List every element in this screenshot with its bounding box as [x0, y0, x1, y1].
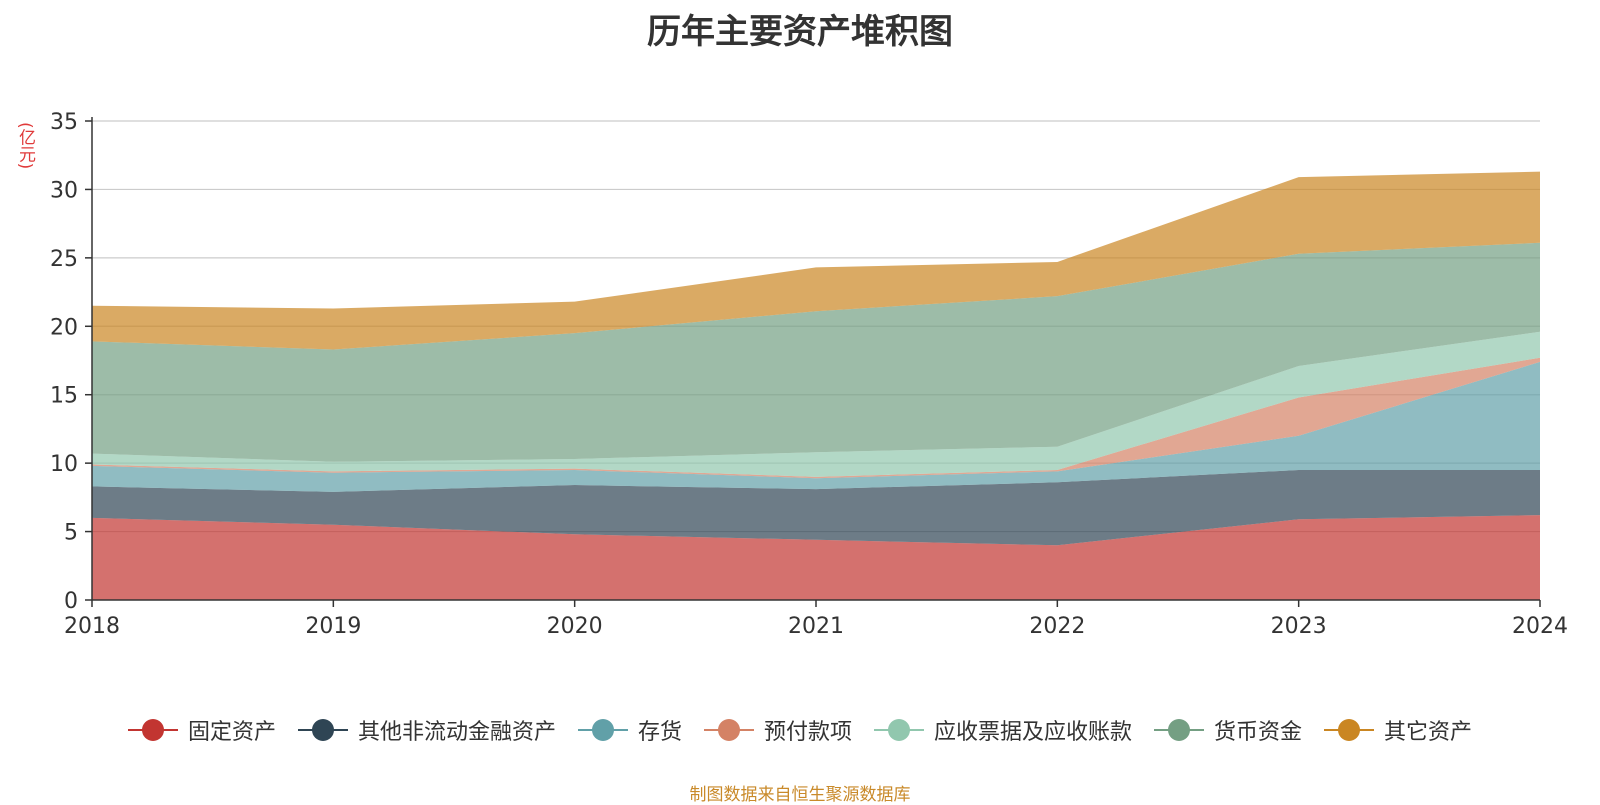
legend-item[interactable]: 其他非流动金融资产: [297, 714, 556, 746]
x-tick-label: 2021: [788, 614, 844, 639]
y-tick-label: 0: [64, 589, 78, 614]
x-tick-label: 2019: [305, 614, 361, 639]
y-tick-label: 25: [50, 247, 78, 272]
y-tick-label: 35: [50, 110, 78, 135]
area-series-1: [92, 515, 1540, 600]
chart-title: 历年主要资产堆积图: [647, 12, 953, 52]
legend-marker-icon: [297, 717, 348, 743]
y-tick-label: 5: [64, 521, 78, 546]
area-series-4: [92, 357, 1540, 479]
x-tick-label: 2020: [547, 614, 603, 639]
legend-marker-icon: [874, 717, 924, 743]
legend-label: 应收票据及应收账款: [934, 720, 1133, 745]
x-tick-label: 2024: [1512, 614, 1568, 639]
area-series-2: [92, 469, 1540, 546]
legend-label: 存货: [637, 720, 682, 745]
source-note: 制图数据来自恒生聚源数据库: [689, 785, 911, 805]
y-tick-label: 10: [50, 452, 78, 477]
legend-label: 其它资产: [1384, 720, 1473, 745]
legend-marker-icon: [127, 717, 178, 743]
area-series-6: [92, 242, 1540, 462]
legend-item[interactable]: 固定资产: [127, 714, 276, 746]
y-axis-unit: (亿元): [15, 122, 35, 170]
axes: 0 5 10 15 20 25 30 35 2018 2019 2020 2021 2022 2023 20…: [50, 110, 1568, 639]
legend-marker-icon: [1324, 717, 1375, 743]
y-tick-label: 30: [50, 178, 78, 203]
legend-item[interactable]: 预付款项: [703, 714, 852, 746]
x-tick-label: 2022: [1029, 614, 1085, 639]
legend-label: 固定资产: [187, 720, 276, 745]
legend-label: 其他非流动金融资产: [357, 720, 556, 745]
y-tick-label: 20: [50, 315, 78, 340]
legend-marker-icon: [703, 717, 754, 743]
x-tick-label: 2023: [1271, 614, 1327, 639]
legend-item[interactable]: 货币资金: [1154, 714, 1302, 746]
area-series-3: [92, 361, 1540, 492]
legend-item[interactable]: 应收票据及应收账款: [874, 714, 1132, 746]
legend-label: 预付款项: [763, 720, 852, 745]
area-series-5: [92, 331, 1540, 477]
legend-marker-icon: [1154, 717, 1205, 743]
area-series-7: [92, 171, 1540, 350]
legend: 固定资产 其他非流动金融资产 存货 预付款项 应收票据及应收账款 货币资金 其它资产: [0, 714, 1600, 746]
legend-item[interactable]: 其它资产: [1324, 714, 1472, 746]
y-tick-label: 15: [50, 384, 78, 409]
stacked-areas: [92, 171, 1540, 600]
legend-marker-icon: [577, 717, 628, 743]
x-tick-label: 2018: [64, 614, 120, 639]
legend-item[interactable]: 存货: [577, 714, 682, 746]
legend-label: 货币资金: [1214, 720, 1303, 745]
